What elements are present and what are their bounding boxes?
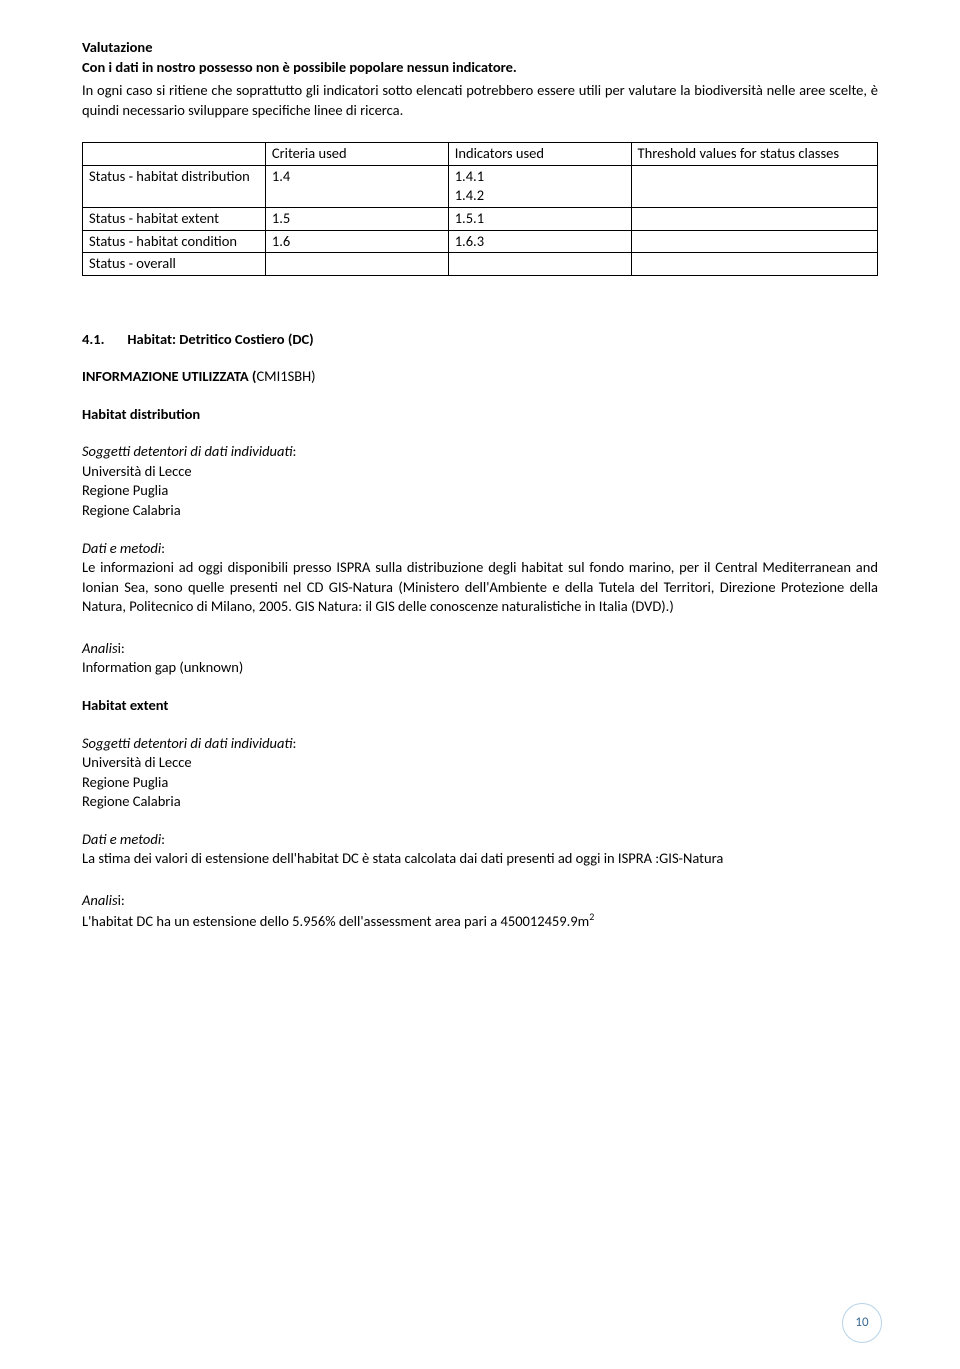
cell-threshold (631, 165, 877, 207)
soggetti-item: Università di Lecce (82, 753, 878, 773)
cell-label: Status - habitat extent (83, 207, 266, 230)
cell-label: Status - habitat condition (83, 230, 266, 253)
soggetti-item: Regione Calabria (82, 501, 878, 521)
dati-text: Le informazioni ad oggi disponibili pres… (82, 558, 878, 617)
habitat-dc-heading: 4.1. Habitat: Detritico Costiero (DC) (82, 330, 878, 350)
colon: : (293, 734, 297, 752)
habitat-extent-heading: Habitat extent (82, 696, 878, 716)
cell-indicators: 1.5.1 (448, 207, 631, 230)
soggetti-item: Regione Puglia (82, 773, 878, 793)
cell-indicators: 1.6.3 (448, 230, 631, 253)
analisi-block: Analisi: (82, 891, 878, 911)
colon: : (161, 539, 165, 557)
cell-criteria: 1.4 (265, 165, 448, 207)
cell-label: Status - habitat distribution (83, 165, 266, 207)
criteria-table: Criteria used Indicators used Threshold … (82, 142, 878, 275)
analisi-text: L'habitat DC ha un estensione dello 5.95… (82, 912, 589, 930)
cell-threshold (631, 207, 877, 230)
table-header-row: Criteria used Indicators used Threshold … (83, 143, 878, 166)
soggetti-item: Regione Calabria (82, 792, 878, 812)
dati-label: Dati e metodi (82, 830, 161, 848)
cell-criteria: 1.6 (265, 230, 448, 253)
th-indicators: Indicators used (448, 143, 631, 166)
soggetti-item: Regione Puglia (82, 481, 878, 501)
soggetti-item: Università di Lecce (82, 462, 878, 482)
analisi-block: Analisi: (82, 639, 878, 659)
habitat-distribution-heading: Habitat distribution (82, 405, 878, 425)
cell-criteria: 1.5 (265, 207, 448, 230)
valutazione-heading: Valutazione (82, 38, 878, 58)
cell-indicators (448, 253, 631, 276)
table-row: Status - habitat extent 1.5 1.5.1 (83, 207, 878, 230)
dati-text: La stima dei valori di estensione dell'h… (82, 849, 878, 869)
sec-title: Habitat: Detritico Costiero (DC) (127, 330, 313, 348)
analisi-text: Information gap (unknown) (82, 658, 878, 678)
analisi-label: Analis (82, 891, 118, 909)
soggetti-label: Soggetti detentori di dati individuati (82, 442, 293, 460)
analisi-sup: 2 (589, 910, 594, 923)
dati-block: Dati e metodi: (82, 830, 878, 850)
valutazione-line1: Con i dati in nostro possesso non è poss… (82, 58, 878, 78)
table-row: Status - habitat distribution 1.4 1.4.1 … (83, 165, 878, 207)
analisi-suffix: i: (118, 891, 125, 909)
table-row: Status - habitat condition 1.6 1.6.3 (83, 230, 878, 253)
info-label: INFORMAZIONE UTILIZZATA ( (82, 367, 256, 385)
dati-block: Dati e metodi: (82, 539, 878, 559)
sec-num: 4.1. (82, 330, 104, 348)
valutazione-line2: In ogni caso si ritiene che soprattutto … (82, 81, 878, 120)
info-utilizzata: INFORMAZIONE UTILIZZATA (CMI1SBH) (82, 367, 878, 387)
page-number: 10 (842, 1303, 882, 1343)
analisi-text-line: L'habitat DC ha un estensione dello 5.95… (82, 910, 878, 931)
soggetti-label: Soggetti detentori di dati individuati (82, 734, 293, 752)
cell-criteria (265, 253, 448, 276)
analisi-label: Analis (82, 639, 118, 657)
colon: : (161, 830, 165, 848)
dati-label: Dati e metodi (82, 539, 161, 557)
th-criteria: Criteria used (265, 143, 448, 166)
cell-label: Status - overall (83, 253, 266, 276)
soggetti-block: Soggetti detentori di dati individuati: (82, 442, 878, 462)
soggetti-block: Soggetti detentori di dati individuati: (82, 734, 878, 754)
info-code: CMI1SBH) (256, 367, 315, 385)
cell-threshold (631, 230, 877, 253)
th-blank (83, 143, 266, 166)
th-threshold: Threshold values for status classes (631, 143, 877, 166)
colon: : (293, 442, 297, 460)
cell-indicators: 1.4.1 1.4.2 (448, 165, 631, 207)
analisi-suffix: i: (118, 639, 125, 657)
cell-threshold (631, 253, 877, 276)
table-row: Status - overall (83, 253, 878, 276)
